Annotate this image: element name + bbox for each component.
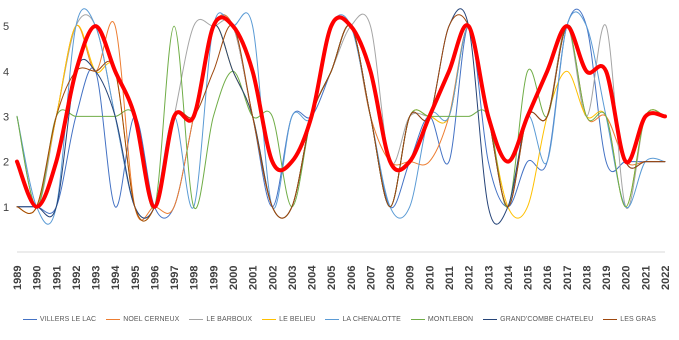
y-tick-label: 2 — [3, 157, 9, 169]
legend-item: LE BARBOUX — [189, 316, 252, 323]
x-tick-label: 2018 — [581, 266, 593, 290]
legend-swatch — [22, 318, 37, 320]
x-tick-label: 2010 — [424, 266, 436, 290]
legend-item: LES GRAS — [603, 316, 656, 323]
x-tick-label: 2005 — [326, 266, 338, 290]
x-tick-label: 1994 — [110, 265, 122, 290]
chart-legend: VILLERS LE LAC NOEL CERNEUX LE BARBOUX LE B… — [0, 312, 679, 326]
x-tick-label: 1996 — [149, 266, 161, 290]
x-tick-label: 2008 — [385, 266, 397, 290]
legend-label: GRAND'COMBE CHATELEU — [500, 315, 594, 323]
legend-swatch — [189, 318, 204, 320]
x-tick-label: 2015 — [523, 266, 535, 290]
series-line-3 — [16, 24, 666, 222]
x-tick-label: 2009 — [405, 266, 417, 290]
x-tick-label: 1991 — [51, 266, 63, 290]
x-tick-label: 1995 — [130, 266, 142, 290]
x-tick-label: 2004 — [307, 265, 319, 290]
x-tick-label: 2001 — [248, 266, 260, 290]
legend-item: GRAND'COMBE CHATELEU — [483, 316, 593, 323]
legend-item: VILLERS LE LAC — [22, 315, 97, 323]
x-tick-label: 2011 — [444, 266, 456, 290]
x-tick-label: 2006 — [346, 266, 358, 290]
x-tick-label: 2017 — [562, 266, 574, 290]
legend-label: LE BELIEU — [279, 315, 316, 323]
series-line-5 — [16, 24, 666, 210]
legend-label: NOEL CERNEUX — [123, 315, 180, 323]
y-tick-label: 3 — [3, 111, 9, 123]
legend-item: LA CHENALOTTE — [325, 315, 401, 323]
x-tick-label: 1998 — [189, 266, 201, 290]
legend-swatch — [106, 318, 121, 320]
x-tick-label: 2002 — [267, 266, 279, 290]
legend-label: LES GRAS — [620, 315, 657, 323]
legend-item: MONTLEBON — [410, 315, 474, 323]
x-tick-label: 1992 — [71, 266, 83, 290]
legend-swatch — [603, 318, 618, 320]
legend-label: MONTLEBON — [427, 315, 474, 323]
x-tick-label: 2013 — [483, 266, 495, 290]
series-layer — [15, 8, 667, 225]
legend-label: LE BARBOUX — [206, 315, 253, 323]
x-tick-label: 2012 — [464, 266, 476, 290]
legend-swatch — [325, 318, 340, 320]
y-axis-ticks: 1 2 3 4 5 — [3, 21, 9, 214]
x-tick-label: 1990 — [32, 266, 44, 290]
legend-swatch — [483, 318, 498, 320]
x-tick-label: 1993 — [91, 266, 103, 290]
x-tick-label: 2014 — [503, 265, 515, 290]
legend-label: LA CHENALOTTE — [342, 315, 401, 323]
legend-swatch — [262, 318, 277, 320]
x-tick-label: 2022 — [660, 266, 672, 290]
x-tick-label: 2000 — [228, 266, 240, 290]
y-tick-label: 1 — [3, 202, 9, 214]
x-tick-label: 2019 — [601, 266, 613, 290]
y-tick-label: 5 — [3, 21, 9, 33]
x-tick-label: 2007 — [365, 266, 377, 290]
legend-item: LE BELIEU — [262, 316, 315, 323]
x-tick-label: 2021 — [640, 266, 652, 290]
series-line-7 — [16, 14, 666, 222]
x-tick-label: 1997 — [169, 266, 181, 290]
x-tick-label: 2003 — [287, 266, 299, 290]
x-tick-label: 1989 — [12, 266, 24, 290]
legend-item: NOEL CERNEUX — [106, 316, 179, 323]
x-tick-label: 2016 — [542, 266, 554, 290]
series-line-8 — [15, 15, 667, 209]
legend-label: VILLERS LE LAC — [39, 315, 97, 323]
x-tick-label: 2020 — [621, 266, 633, 290]
x-axis-ticks: 1989 1990 1991 1992 1993 1994 1995 1996 1997 1998… — [12, 265, 672, 290]
y-tick-label: 4 — [3, 66, 9, 78]
x-tick-label: 1999 — [208, 266, 220, 290]
legend-swatch — [410, 318, 425, 320]
